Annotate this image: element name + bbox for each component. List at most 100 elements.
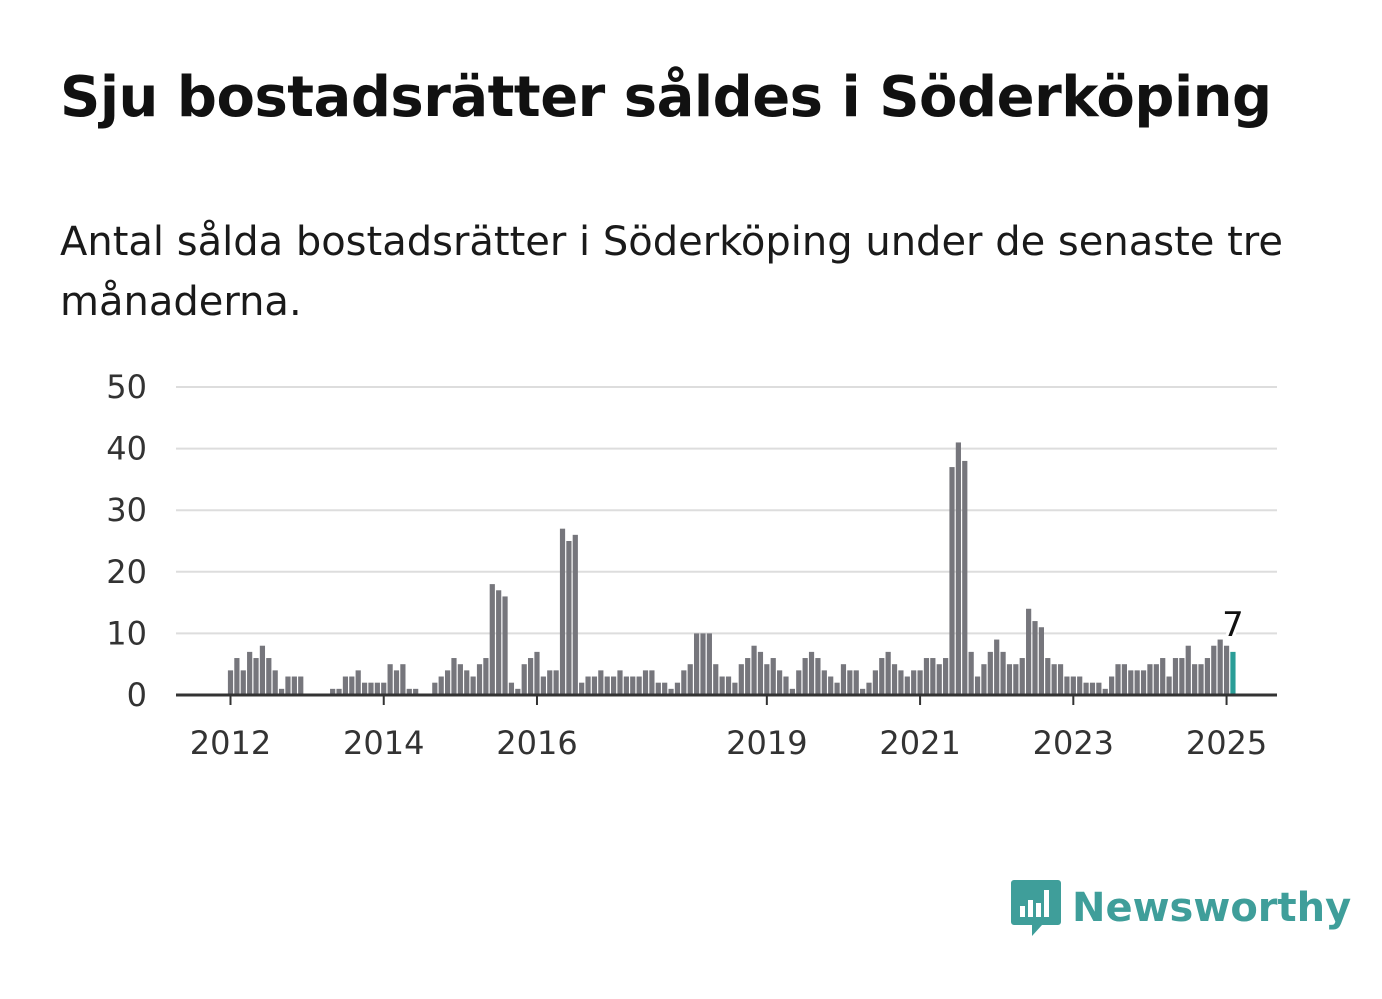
bar — [808, 651, 815, 695]
bar — [1038, 627, 1044, 695]
annotations: 7 — [1219, 602, 1247, 648]
bar — [783, 676, 789, 695]
bar — [1070, 676, 1076, 695]
bar — [496, 590, 502, 695]
bar — [962, 460, 968, 695]
bar — [240, 670, 246, 695]
bar — [381, 682, 387, 695]
bar — [815, 658, 821, 695]
bar — [917, 670, 923, 695]
bar — [547, 670, 553, 695]
bar — [266, 658, 272, 695]
grid-lines — [176, 386, 1277, 635]
bar — [483, 658, 489, 695]
bar — [553, 670, 559, 695]
x-tick-label: 2014 — [343, 724, 424, 762]
bar — [630, 676, 636, 695]
x-tick-label: 2016 — [496, 724, 577, 762]
bar — [336, 688, 342, 695]
x-tick-label: 2023 — [1033, 724, 1114, 762]
bar — [1185, 645, 1191, 695]
bar — [451, 658, 457, 695]
bar — [974, 676, 981, 695]
bar — [936, 664, 942, 695]
bar — [655, 682, 661, 695]
bar — [489, 584, 495, 695]
bar — [1211, 645, 1217, 695]
bar — [1134, 670, 1140, 695]
bar — [668, 688, 674, 695]
bar — [1051, 664, 1057, 695]
bar — [470, 676, 476, 695]
bar — [777, 670, 783, 695]
bar — [374, 682, 380, 695]
x-tick-label: 2021 — [879, 724, 960, 762]
bar — [342, 676, 349, 695]
bar — [1115, 664, 1121, 695]
chart-subtitle: Antal sålda bostadsrätter i Söderköping … — [60, 219, 1283, 325]
bar — [368, 682, 374, 695]
newsworthy-logo-icon — [1011, 880, 1061, 936]
bar — [623, 676, 629, 695]
bar — [1223, 645, 1230, 695]
bar — [1179, 658, 1185, 695]
bar — [943, 658, 949, 695]
bar — [579, 682, 585, 695]
bar — [406, 688, 412, 695]
bar — [330, 688, 336, 695]
bar — [1006, 664, 1013, 695]
bar — [278, 688, 285, 695]
bar — [298, 676, 304, 695]
bar — [700, 633, 706, 695]
bar — [994, 639, 1000, 695]
bar — [540, 676, 546, 695]
bar — [866, 682, 872, 695]
bar — [1121, 664, 1127, 695]
bar — [508, 682, 515, 695]
bar — [1147, 664, 1153, 695]
bar — [572, 534, 578, 695]
bar — [1192, 664, 1198, 695]
bar — [1217, 639, 1223, 695]
bar — [1045, 658, 1051, 695]
bar — [604, 676, 610, 695]
bar — [649, 670, 655, 695]
bar — [534, 651, 540, 695]
bar — [1064, 676, 1070, 695]
last-value-label: 7 — [1222, 605, 1244, 645]
bar — [1102, 688, 1108, 695]
bar — [847, 670, 853, 695]
bar — [930, 658, 936, 695]
bar — [662, 682, 668, 695]
bar — [598, 670, 604, 695]
bar — [949, 467, 955, 695]
bar — [1198, 664, 1204, 695]
bar — [1172, 658, 1179, 695]
bar — [860, 688, 866, 695]
bar — [259, 645, 266, 695]
bar — [719, 676, 725, 695]
bar — [1013, 664, 1019, 695]
bar — [713, 664, 719, 695]
bar — [789, 688, 795, 695]
bar — [247, 651, 253, 695]
bar — [1000, 651, 1006, 695]
bar — [955, 442, 961, 695]
bar — [591, 676, 598, 695]
bar — [879, 658, 885, 695]
y-axis: 0 10 20 30 40 50 — [106, 368, 147, 714]
bar — [745, 658, 751, 695]
y-tick-label: 0 — [127, 676, 147, 714]
bar — [1077, 676, 1083, 695]
bar — [642, 670, 649, 695]
bar — [400, 664, 406, 695]
bar — [413, 688, 419, 695]
bar — [694, 633, 700, 695]
bar — [821, 670, 827, 695]
x-tick-label: 2019 — [726, 724, 807, 762]
newsworthy-logo: Newsworthy — [1010, 878, 1351, 938]
bar — [617, 670, 623, 695]
bar — [840, 664, 847, 695]
bar — [687, 664, 693, 695]
bar — [796, 670, 802, 695]
